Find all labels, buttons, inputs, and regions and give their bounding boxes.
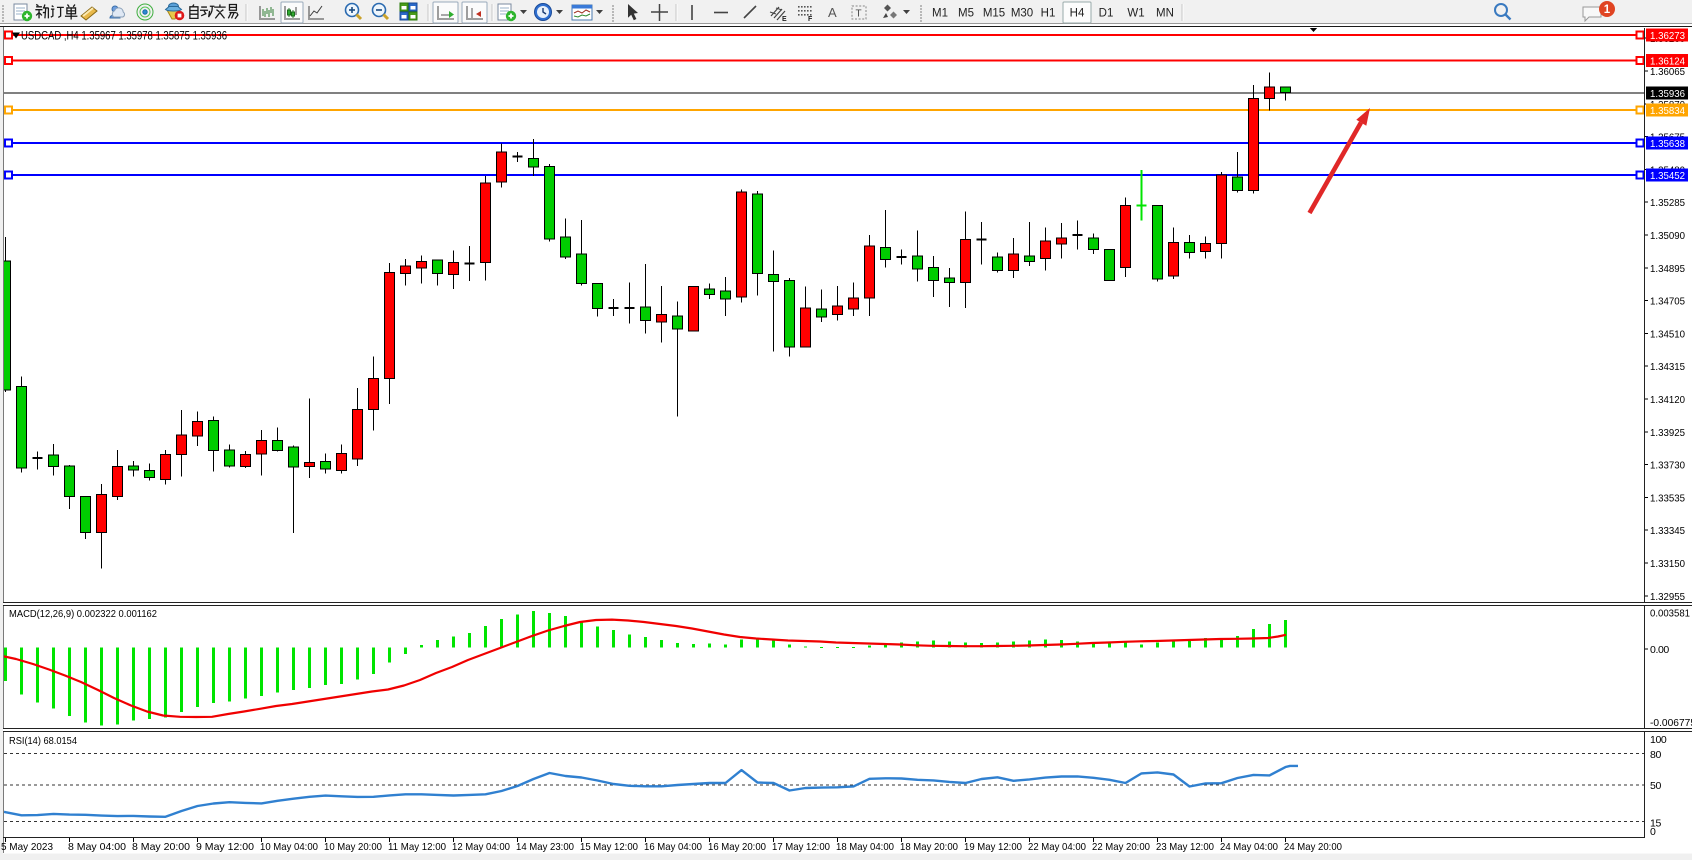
svg-text:17 May 12:00: 17 May 12:00 [772, 841, 830, 853]
svg-text:0.00: 0.00 [1650, 644, 1669, 656]
svg-text:M15: M15 [983, 8, 1005, 20]
svg-text:USDCAD ,H4 1.35967 1.35978 1.: USDCAD ,H4 1.35967 1.35978 1.35875 1.359… [21, 31, 227, 43]
svg-text:16 May 20:00: 16 May 20:00 [708, 841, 766, 853]
svg-text:H4: H4 [1070, 8, 1085, 20]
svg-text:18 May 04:00: 18 May 04:00 [836, 841, 894, 853]
svg-text:E: E [782, 16, 787, 23]
svg-text:MN: MN [1156, 8, 1174, 20]
svg-text:M5: M5 [958, 8, 974, 20]
svg-text:1.33925: 1.33925 [1650, 427, 1685, 439]
svg-text:1.34895: 1.34895 [1650, 263, 1685, 275]
svg-text:1.35090: 1.35090 [1650, 230, 1685, 242]
svg-text:1.34510: 1.34510 [1650, 328, 1685, 340]
svg-text:8 May 04:00: 8 May 04:00 [68, 841, 126, 853]
svg-text:0.003581: 0.003581 [1650, 608, 1690, 620]
svg-text:-0.006775: -0.006775 [1650, 717, 1692, 729]
svg-text:100: 100 [1650, 734, 1667, 746]
svg-text:1: 1 [1604, 4, 1611, 16]
svg-text:1.35638: 1.35638 [1650, 138, 1685, 150]
svg-text:1.33150: 1.33150 [1650, 558, 1685, 570]
svg-text:1.34705: 1.34705 [1650, 296, 1685, 308]
svg-text:1.34120: 1.34120 [1650, 394, 1685, 406]
svg-text:18 May 20:00: 18 May 20:00 [900, 841, 958, 853]
svg-text:M30: M30 [1011, 8, 1033, 20]
svg-text:11 May 12:00: 11 May 12:00 [388, 841, 446, 853]
svg-text:80: 80 [1650, 749, 1661, 761]
svg-text:1.36273: 1.36273 [1650, 30, 1685, 42]
svg-text:1.34315: 1.34315 [1650, 361, 1685, 373]
svg-text:8 May 20:00: 8 May 20:00 [132, 841, 190, 853]
svg-text:24 May 20:00: 24 May 20:00 [1284, 841, 1342, 853]
svg-text:0: 0 [1650, 826, 1656, 838]
svg-text:W1: W1 [1127, 8, 1144, 20]
svg-text:15 May 12:00: 15 May 12:00 [580, 841, 638, 853]
svg-text:16 May 04:00: 16 May 04:00 [644, 841, 702, 853]
svg-text:MACD(12,26,9) 0.002322 0.00116: MACD(12,26,9) 0.002322 0.001162 [9, 608, 157, 620]
svg-text:1.36065: 1.36065 [1650, 66, 1685, 78]
svg-text:M1: M1 [932, 8, 948, 20]
svg-text:1.33730: 1.33730 [1650, 460, 1685, 472]
svg-text:1.35285: 1.35285 [1650, 197, 1685, 209]
svg-text:D1: D1 [1099, 8, 1114, 20]
svg-text:RSI(14) 68.0154: RSI(14) 68.0154 [9, 735, 77, 747]
svg-text:1.33535: 1.33535 [1650, 492, 1685, 504]
svg-text:1.32955: 1.32955 [1650, 591, 1685, 603]
svg-text:50: 50 [1650, 780, 1661, 792]
svg-text:10 May 20:00: 10 May 20:00 [324, 841, 382, 853]
svg-text:15: 15 [1650, 817, 1661, 829]
svg-text:A: A [828, 5, 837, 20]
svg-text:14 May 23:00: 14 May 23:00 [516, 841, 574, 853]
svg-text:24 May 04:00: 24 May 04:00 [1220, 841, 1278, 853]
svg-text:1.33345: 1.33345 [1650, 525, 1685, 537]
svg-text:1.36124: 1.36124 [1650, 56, 1685, 68]
svg-text:1.35834: 1.35834 [1650, 105, 1685, 117]
svg-text:5 May 2023: 5 May 2023 [1, 841, 53, 853]
svg-text:1.35936: 1.35936 [1650, 88, 1685, 100]
svg-text:23 May 12:00: 23 May 12:00 [1156, 841, 1214, 853]
svg-text:22 May 04:00: 22 May 04:00 [1028, 841, 1086, 853]
svg-text:F: F [808, 16, 813, 23]
svg-text:10 May 04:00: 10 May 04:00 [260, 841, 318, 853]
svg-text:22 May 20:00: 22 May 20:00 [1092, 841, 1150, 853]
svg-text:19 May 12:00: 19 May 12:00 [964, 841, 1022, 853]
svg-text:12 May 04:00: 12 May 04:00 [452, 841, 510, 853]
svg-text:T: T [856, 9, 862, 20]
svg-text:H1: H1 [1041, 8, 1056, 20]
svg-text:9 May 12:00: 9 May 12:00 [196, 841, 254, 853]
svg-text:1.35452: 1.35452 [1650, 170, 1685, 182]
